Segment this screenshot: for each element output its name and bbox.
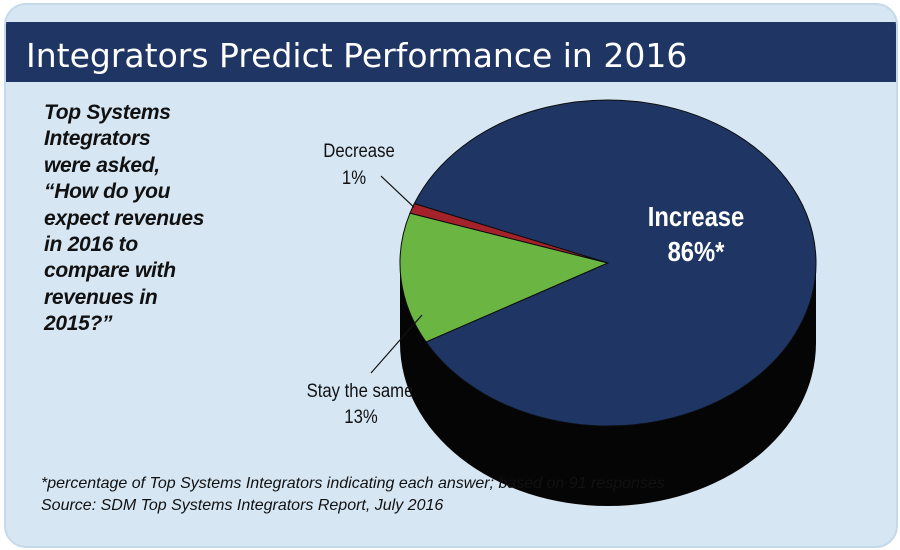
source-note: Source: SDM Top Systems Integrators Repo… xyxy=(41,497,444,514)
question-line: in 2016 to xyxy=(44,233,138,257)
pie-side xyxy=(400,263,816,506)
footnote-block: *percentage of Top Systems Integrators i… xyxy=(41,473,665,517)
question-line: Top Systems xyxy=(44,101,171,124)
question-line: compare with xyxy=(44,259,176,283)
slice-label-decrease: Decrease xyxy=(323,140,395,161)
infographic-card: Integrators Predict Performance in 2016 … xyxy=(4,3,898,548)
question-line: were asked, xyxy=(44,153,160,177)
survey-question: Top Systems Integrators were asked, “How… xyxy=(44,100,234,338)
slice-value-stay-the-same: 13% xyxy=(344,406,378,427)
question-line: expect revenues xyxy=(44,206,205,230)
title-bar: Integrators Predict Performance in 2016 xyxy=(6,22,896,82)
leader-line-decrease xyxy=(380,175,415,208)
slice-label-increase: Increase xyxy=(648,200,745,232)
slice-value-increase: 86%* xyxy=(668,235,726,267)
footnote: *percentage of Top Systems Integrators i… xyxy=(41,475,665,492)
slice-label-stay-the-same: Stay the same xyxy=(307,380,414,401)
leader-line-stay-the-same xyxy=(370,314,423,374)
slice-value-decrease: 1% xyxy=(342,167,366,188)
pie-slice-increase xyxy=(413,99,817,427)
page-title: Integrators Predict Performance in 2016 xyxy=(26,36,688,75)
pie-slice-stay-the-same xyxy=(399,212,610,343)
question-line: “How do you xyxy=(44,180,171,204)
question-line: Integrators xyxy=(44,127,151,151)
question-line: 2015?” xyxy=(44,312,113,336)
question-line: revenues in xyxy=(44,285,158,309)
